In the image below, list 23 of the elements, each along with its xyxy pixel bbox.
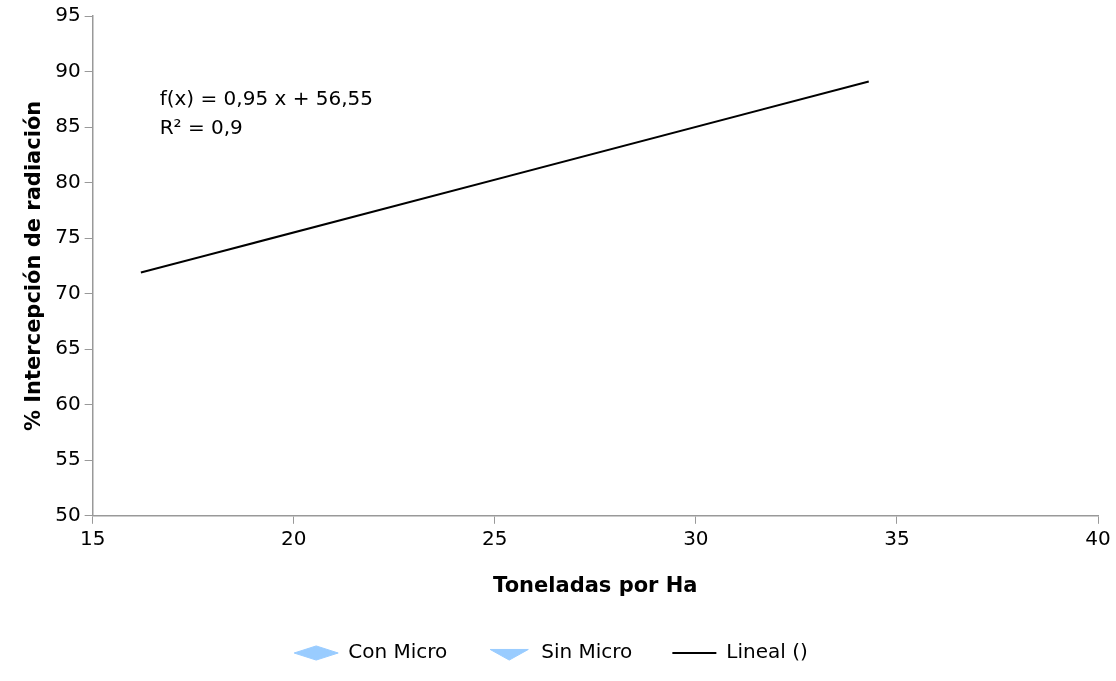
annotation: R² = 0,9 (159, 115, 243, 140)
x-tick-label: 15 (79, 526, 106, 550)
x-tick-label: 25 (482, 526, 508, 550)
y-tick-label: 95 (55, 2, 81, 27)
y-tick-label: 75 (55, 224, 81, 249)
x-axis-title: Toneladas por Ha (493, 572, 698, 597)
y-axis-title: % Intercepción de radiación (21, 100, 46, 432)
y-tick-label: 70 (55, 279, 81, 304)
y-tick-label: 80 (55, 168, 81, 193)
x-tick-label: 30 (683, 526, 709, 550)
x-tick-label: 40 (1085, 526, 1111, 550)
y-tick-label: 65 (55, 335, 81, 360)
y-tick-label: 85 (55, 113, 81, 138)
y-tick-label: 60 (55, 390, 81, 415)
x-tick-label: 35 (884, 526, 910, 550)
annotation: f(x) = 0,95 x + 56,55 (159, 86, 374, 111)
legend-label: Con Micro (348, 639, 448, 664)
y-tick-label: 50 (55, 502, 81, 526)
y-tick-label: 55 (55, 446, 81, 471)
y-tick-label: 90 (55, 57, 81, 82)
legend-label: Sin Micro (541, 639, 633, 664)
x-tick-label: 20 (280, 526, 307, 550)
legend-label: Lineal () (726, 639, 808, 664)
